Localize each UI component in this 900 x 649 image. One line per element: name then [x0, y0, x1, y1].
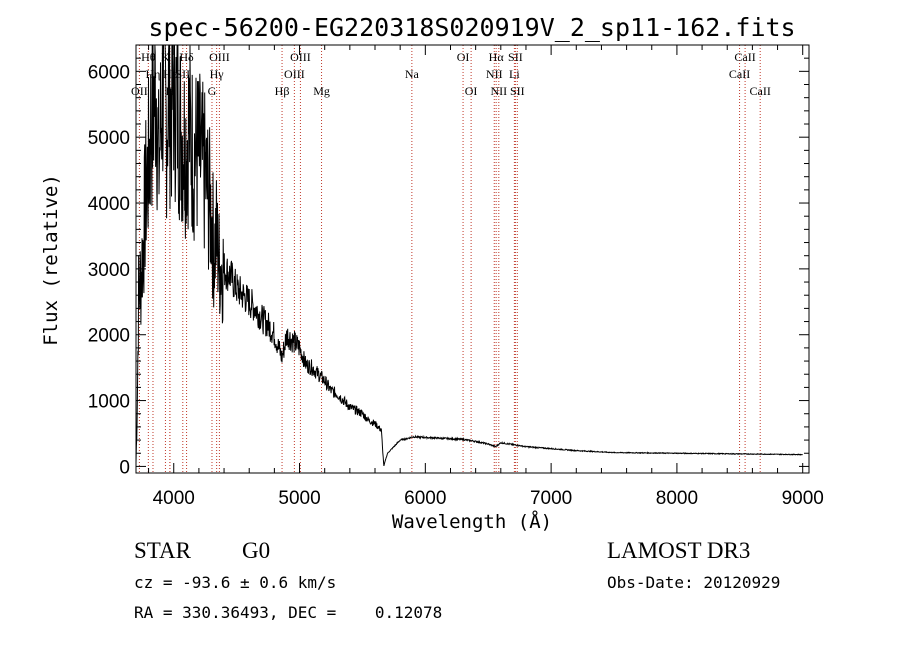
line-label: SII: [508, 50, 523, 64]
line-label: Hβ: [275, 84, 290, 98]
line-label: OII: [131, 84, 148, 98]
line-label: OIII: [209, 50, 230, 64]
survey-name: LAMOST DR3: [607, 538, 751, 563]
line-label: CaII: [734, 50, 755, 64]
y-tick-label: 0: [119, 457, 130, 478]
line-label: OIII: [284, 67, 305, 81]
x-axis-label: Wavelength (Å): [392, 510, 552, 533]
line-label: G: [208, 84, 217, 98]
y-tick-label: 6000: [88, 62, 130, 83]
line-label: NII: [490, 84, 507, 98]
observation-date: Obs-Date: 20120929: [607, 573, 781, 592]
emission-line-markers: [138, 45, 761, 473]
line-label: CaII: [729, 67, 750, 81]
line-label: Hα: [489, 50, 505, 64]
plot-frame: [135, 44, 810, 474]
line-label: OI: [457, 50, 470, 64]
x-tick-label: 8000: [656, 488, 698, 509]
redshift-cz: cz = -93.6 ± 0.6 km/s: [134, 573, 337, 592]
chart-title: spec-56200-EG220318S020919V_2_sp11-162.f…: [148, 13, 795, 42]
y-tick-label: 3000: [88, 260, 130, 281]
line-label: SII: [510, 84, 525, 98]
object-class: STAR: [134, 538, 191, 563]
x-tick-label: 9000: [782, 488, 824, 509]
x-tick-label: 6000: [404, 488, 446, 509]
line-label: OIII: [290, 50, 311, 64]
y-axis-label: Flux (relative): [40, 174, 62, 346]
y-axis-ticks: 0 1000 2000 3000 4000 5000 6000: [88, 44, 809, 478]
line-label: SII: [175, 67, 190, 81]
x-tick-label: 7000: [530, 488, 572, 509]
y-tick-label: 1000: [88, 392, 130, 413]
x-tick-label: 4000: [153, 488, 195, 509]
line-label: NII: [486, 67, 503, 81]
x-axis-ticks: 4000 5000 6000 7000 8000 9000: [148, 45, 824, 509]
line-label: Na: [405, 67, 420, 81]
object-subclass: G0: [242, 538, 271, 563]
y-tick-label: 5000: [88, 128, 130, 149]
line-label: Li: [509, 67, 520, 81]
y-tick-label: 2000: [88, 326, 130, 347]
line-label: Hδ: [179, 50, 194, 64]
line-label: CaII: [750, 84, 771, 98]
line-label: OI: [465, 84, 478, 98]
line-label: Hγ: [210, 67, 225, 81]
x-tick-label: 5000: [278, 488, 320, 509]
sky-coordinates: RA = 330.36493, DEC = 0.12078: [134, 603, 443, 622]
y-tick-label: 4000: [88, 194, 130, 215]
spectrum-line: [135, 44, 803, 467]
line-label: Mg: [313, 84, 330, 98]
